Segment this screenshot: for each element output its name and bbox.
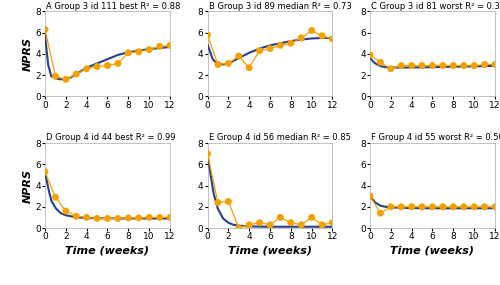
Point — [397, 63, 405, 68]
Point — [114, 216, 122, 221]
X-axis label: Time (weeks): Time (weeks) — [228, 245, 312, 255]
Text: D Group 4 id 44 best R² = 0.99: D Group 4 id 44 best R² = 0.99 — [46, 133, 176, 142]
Point — [397, 204, 405, 209]
Point — [318, 34, 326, 38]
Point — [480, 62, 488, 67]
Point — [104, 216, 112, 221]
Point — [82, 66, 90, 71]
Point — [428, 204, 436, 209]
Point — [491, 204, 499, 209]
Point — [428, 63, 436, 68]
Point — [366, 53, 374, 57]
Point — [134, 50, 143, 54]
Point — [166, 43, 174, 48]
Point — [52, 195, 60, 200]
Point — [276, 215, 284, 220]
Point — [297, 223, 305, 227]
Point — [387, 66, 395, 71]
Text: E Group 4 id 56 median R² = 0.85: E Group 4 id 56 median R² = 0.85 — [209, 133, 350, 142]
Point — [439, 63, 447, 68]
Point — [460, 204, 468, 209]
Y-axis label: NPRS: NPRS — [22, 168, 32, 203]
Text: C Group 3 id 81 worst R² = 0.33: C Group 3 id 81 worst R² = 0.33 — [371, 2, 500, 11]
X-axis label: Time (weeks): Time (weeks) — [390, 245, 474, 255]
Point — [62, 77, 70, 82]
Point — [245, 65, 253, 70]
Point — [245, 223, 253, 227]
Point — [62, 209, 70, 213]
Point — [470, 63, 478, 68]
Point — [82, 215, 90, 220]
Point — [235, 226, 243, 230]
Point — [308, 28, 316, 33]
Point — [287, 220, 295, 225]
Point — [439, 204, 447, 209]
Text: F Group 4 id 55 worst R² = 0.50: F Group 4 id 55 worst R² = 0.50 — [371, 133, 500, 142]
Point — [376, 60, 384, 65]
Point — [214, 200, 222, 205]
Point — [387, 204, 395, 209]
Point — [408, 63, 416, 68]
Point — [224, 61, 232, 66]
Point — [124, 216, 132, 220]
Point — [266, 46, 274, 51]
Point — [266, 223, 274, 227]
Point — [41, 27, 49, 32]
Point — [418, 204, 426, 209]
Point — [52, 74, 60, 78]
Point — [114, 61, 122, 66]
Point — [308, 215, 316, 220]
Point — [235, 54, 243, 58]
Point — [93, 64, 101, 69]
Point — [204, 151, 212, 156]
X-axis label: Time (weeks): Time (weeks) — [66, 245, 150, 255]
Point — [328, 37, 336, 41]
Point — [156, 215, 164, 220]
Point — [72, 214, 80, 219]
Point — [450, 204, 458, 209]
Point — [224, 199, 232, 204]
Y-axis label: NPRS: NPRS — [22, 37, 32, 71]
Point — [145, 215, 153, 220]
Point — [276, 43, 284, 48]
Point — [470, 204, 478, 209]
Point — [328, 220, 336, 225]
Text: B Group 3 id 89 median R² = 0.73: B Group 3 id 89 median R² = 0.73 — [209, 2, 352, 11]
Point — [297, 36, 305, 40]
Point — [376, 211, 384, 215]
Point — [491, 62, 499, 67]
Point — [204, 32, 212, 37]
Point — [166, 215, 174, 220]
Point — [145, 47, 153, 52]
Point — [480, 204, 488, 209]
Text: A Group 3 id 111 best R² = 0.88: A Group 3 id 111 best R² = 0.88 — [46, 2, 180, 11]
Point — [214, 62, 222, 67]
Point — [256, 220, 264, 225]
Point — [318, 223, 326, 227]
Point — [93, 216, 101, 221]
Point — [450, 63, 458, 68]
Point — [256, 48, 264, 53]
Point — [134, 216, 143, 220]
Point — [124, 50, 132, 55]
Point — [41, 170, 49, 174]
Point — [156, 44, 164, 49]
Point — [287, 41, 295, 46]
Point — [460, 63, 468, 68]
Point — [72, 72, 80, 76]
Point — [418, 63, 426, 68]
Point — [104, 63, 112, 68]
Point — [366, 194, 374, 198]
Point — [408, 204, 416, 209]
